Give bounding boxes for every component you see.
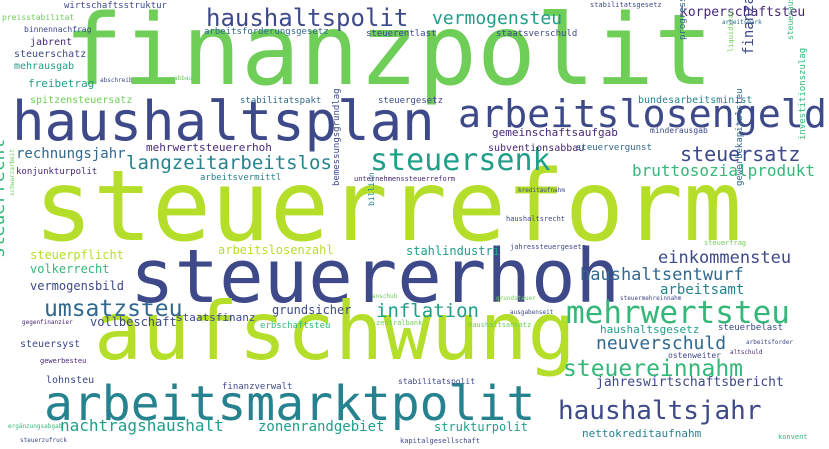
word-steuererhoh: steuererhoh xyxy=(130,234,621,320)
word-liquiditat: liquiditat xyxy=(727,9,735,52)
word-steuerbelast: steuerbelast xyxy=(718,323,784,333)
word-jahreswirtschaftsbericht: jahreswirtschaftsbericht xyxy=(596,375,784,390)
word-jabrent: jabrent xyxy=(30,37,73,48)
word-mehrwertsteu: mehrwertsteu xyxy=(566,295,790,331)
word-jahressteuergesetz: jahressteuergesetz xyxy=(510,243,586,251)
word-gegenfinanzier: gegenfinanzier xyxy=(22,319,73,326)
word-abbaul: abbaul xyxy=(174,75,196,82)
word-preisstabilitat: preisstabilitat xyxy=(2,13,75,22)
word-gemeinschaftsaufgab: gemeinschaftsaufgab xyxy=(492,126,618,139)
word-stahlindustri: stahlindustri xyxy=(406,244,500,258)
word-steuerpflicht: steuerpflicht xyxy=(30,248,124,262)
word-haushaltsjahr: haushaltsjahr xyxy=(558,396,762,426)
word-mehrwertsteuererhoh: mehrwertsteuererhoh xyxy=(146,141,272,154)
word-steuermehreinnahm: steuermehreinnahm xyxy=(620,295,682,302)
word-gewerbekapitalsteu: gewerbekapitalsteu xyxy=(735,88,745,186)
word-anschub: anschub xyxy=(372,293,398,300)
word-steuerfrag: steuerfrag xyxy=(704,239,747,247)
word-steuervergunst: steuervergunst xyxy=(576,143,652,153)
word-steuerreform: steuerreform xyxy=(34,150,743,264)
word-grundsteuer: grundsteuer xyxy=(496,295,536,302)
word-schwarzarbeit: schwarzarbeit xyxy=(9,149,16,196)
word-ostenweiter: ostenweiter xyxy=(668,351,721,360)
word-einkommensteu: einkommensteu xyxy=(658,248,792,268)
word-steuerentlast: steuerentlast xyxy=(366,29,437,39)
word-lohnsteu: lohnsteu xyxy=(46,375,95,386)
word-arbeitslosenzahl: arbeitslosenzahl xyxy=(218,243,334,257)
word-kapitalgesellschaft: kapitalgesellschaft xyxy=(400,437,481,445)
word-steuersatz: steuersatz xyxy=(680,142,801,166)
word-korperschaftsteu: korperschaftsteu xyxy=(680,5,806,20)
word-aufschwung: aufschwung xyxy=(94,285,576,378)
word-neuverschuld: neuverschuld xyxy=(596,333,727,354)
word-umsatzsteu: umsatzsteu xyxy=(44,296,183,322)
word-nachtragshaushalt: nachtragshaushalt xyxy=(60,416,224,435)
word-arbeitsmark: arbeitsmark xyxy=(722,19,762,26)
word-bruttosozialprodukt: bruttosozialprodukt xyxy=(632,161,816,180)
word-steuersyst: steuersyst xyxy=(20,339,81,350)
word-nettokreditaufnahm: nettokreditaufnahm xyxy=(582,427,702,440)
word-vermogensbild: vermogensbild xyxy=(30,279,124,293)
word-konjunkturpolit: konjunkturpolit xyxy=(16,167,98,177)
word-strukturpolit: strukturpolit xyxy=(434,420,528,434)
word-subventionsabbau: subventionsabbau xyxy=(488,143,585,154)
word-grundsicher: grundsicher xyxy=(272,303,352,317)
word-langzeitarbeitslos: langzeitarbeitslos xyxy=(126,152,332,174)
word-binnennachfrag: binnennachfrag xyxy=(24,25,92,34)
word-steuerschatz: steuerschatz xyxy=(14,49,87,60)
word-konvent: konvent xyxy=(778,433,808,441)
word-haushaltsplan: haushaltsplan xyxy=(12,90,435,153)
word-steuerzufruck: steuerzufruck xyxy=(20,437,67,444)
word-minderausgab: minderausgab xyxy=(650,126,708,135)
word-altschuld: altschuld xyxy=(730,349,763,356)
word-rechnungsjahr: rechnungsjahr xyxy=(16,146,126,162)
word-stabilitatspakt: stabilitatspakt xyxy=(240,96,322,106)
word-investitionszulag: investitionszulag xyxy=(798,47,808,140)
word-erbschaftsteu: erbschaftsteu xyxy=(260,321,331,331)
word-arbeitsamt: arbeitsamt xyxy=(660,282,745,298)
word-unternehmenssteuerreform: unternehmenssteuerreform xyxy=(354,175,456,183)
word-zonenrandgebiet: zonenrandgebiet xyxy=(258,419,385,435)
word-arbeitsforder: arbeitsforder xyxy=(746,339,793,346)
word-volkerrecht: volkerrecht xyxy=(30,262,110,276)
word-wirtschaftsstruktur: wirtschaftsstruktur xyxy=(64,1,167,11)
word-haushaltsrecht: haushaltsrecht xyxy=(506,215,566,223)
word-arbeitsmarktpolit: arbeitsmarktpolit xyxy=(44,376,536,432)
word-spitzensteuersatz: spitzensteuersatz xyxy=(30,95,133,106)
word-haushaltsentwurf: haushaltsentwurf xyxy=(580,265,744,285)
word-vermogensteu: vermogensteu xyxy=(432,8,563,29)
word-staatsfinanz: staatsfinanz xyxy=(176,311,256,324)
word-bemessungsgrundlag: bemessungsgrundlag xyxy=(332,88,342,186)
word-steuereinnahm: steuereinnahm xyxy=(563,356,744,382)
word-ergänzungsabgab: ergänzungsabgab xyxy=(8,423,63,430)
word-steuersenk: steuersenk xyxy=(370,143,551,178)
word-abschreib: abschreib xyxy=(100,77,133,84)
word-ausgabenseit: ausgabenseit xyxy=(510,309,554,316)
word-freibetrag: freibetrag xyxy=(28,77,95,90)
word-zentralbank: zentralbank xyxy=(376,319,423,327)
word-bundesarbeitsminist: bundesarbeitsminist xyxy=(638,95,753,106)
word-steuerausfall: steuerausfall xyxy=(786,0,795,40)
word-haushaltsansatz: haushaltsansatz xyxy=(468,321,532,329)
word-stabilitatsgesetz: stabilitatsgesetz xyxy=(590,1,662,9)
word-haushaltsgesetz: haushaltsgesetz xyxy=(600,323,700,336)
word-finanzpolit: finanzpolit xyxy=(64,0,714,108)
word-steuergesetz: steuergesetz xyxy=(378,96,444,106)
word-staatsverschuld: staatsverschuld xyxy=(496,29,578,39)
word-arbeitsvermittl: arbeitsvermittl xyxy=(200,173,282,183)
word-inflation: inflation xyxy=(376,300,479,322)
word-mehrausgab: mehrausgab xyxy=(14,61,75,72)
word-kreditaufnahm: kreditaufnahm xyxy=(518,187,565,194)
word-arbeitsforderungsgesetz: arbeitsforderungsgesetz xyxy=(204,27,329,37)
word-haushaltspolit: haushaltspolit xyxy=(206,4,409,32)
word-finanzverwalt: finanzverwalt xyxy=(222,382,293,392)
word-steuerrecht: steuerrecht xyxy=(0,138,9,258)
word-progression: progression xyxy=(678,0,688,40)
word-stabilitatspolit: stabilitatspolit xyxy=(398,377,476,386)
word-finanzamt: finanzamt xyxy=(741,0,757,55)
word-gewerbesteu: gewerbesteu xyxy=(40,357,87,365)
word-arbeitslosengeld: arbeitslosengeld xyxy=(458,92,827,137)
word-vollbeschaft: vollbeschaft xyxy=(90,315,177,329)
